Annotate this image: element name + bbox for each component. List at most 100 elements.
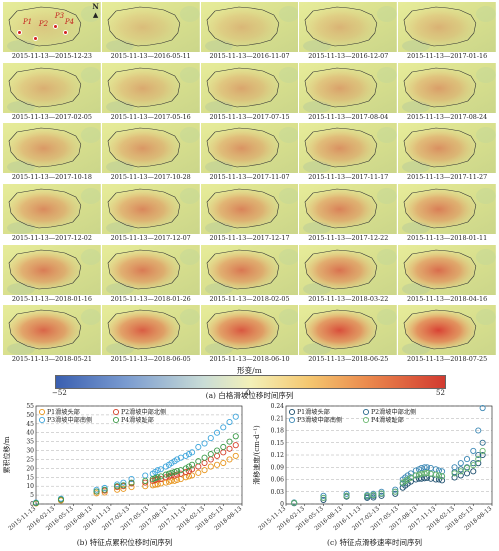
data-point — [457, 460, 464, 467]
data-point — [291, 499, 298, 506]
legend-marker — [38, 408, 46, 416]
map-panel: 2015-11-13—2017-12-17 — [200, 184, 299, 245]
data-point — [435, 476, 442, 483]
data-point — [415, 471, 423, 478]
data-point — [195, 458, 202, 465]
data-point — [168, 459, 175, 467]
map-panel: 2015-11-13—2017-02-05 — [3, 62, 101, 124]
data-point — [174, 456, 181, 463]
data-point — [432, 471, 439, 478]
legend-label: P4滑坡趾部 — [121, 416, 154, 424]
data-point — [128, 476, 135, 483]
map-panel: 2015-11-13—2018-03-22 — [299, 244, 398, 306]
map-panel-date-range: 2015-11-13—2017-02-05 — [11, 112, 92, 121]
map-panel: 2015-11-13—2017-07-15 — [200, 62, 299, 124]
data-point — [101, 484, 108, 492]
y-tick-label: 15 — [26, 474, 34, 481]
map-panel-date-range: 2015-11-13—2017-12-17 — [209, 234, 290, 242]
y-tick-label: 0 — [30, 501, 34, 508]
chart-cumulative-displacement: 05101520253035404550552015-11-132016-02-… — [2, 403, 244, 532]
caption-c: (c) 特征点滑移速率时间序列 — [327, 538, 422, 547]
data-point — [201, 467, 208, 474]
data-point — [120, 479, 127, 486]
data-point — [451, 470, 458, 477]
legend-label: P2滑坡中部北侧 — [371, 408, 416, 416]
data-point — [343, 492, 350, 499]
data-point — [479, 447, 486, 454]
data-point — [232, 452, 239, 459]
y-tick-label: 45 — [26, 421, 34, 428]
feature-point-marker — [32, 35, 38, 41]
map-panel-date-range: 2015-11-13—2017-11-17 — [308, 173, 389, 182]
feature-point-marker — [52, 23, 58, 29]
data-point — [142, 477, 149, 484]
y-tick-label: 0.15 — [271, 440, 285, 447]
data-point — [220, 459, 227, 467]
map-panel-date-range: 2015-11-13—2018-05-21 — [11, 355, 92, 364]
data-point — [432, 466, 439, 473]
data-point — [142, 472, 149, 479]
y-tick-label: 10 — [26, 483, 34, 490]
map-panel-date-range: 2015-11-13—2018-02-05 — [209, 294, 290, 303]
y-tick-label: 0.24 — [271, 403, 285, 410]
data-point — [93, 486, 100, 493]
map-panel: 2015-11-13—2018-01-11 — [398, 184, 496, 245]
map-panel-date-range: 2015-11-13—2018-01-26 — [110, 294, 191, 303]
legend-marker — [288, 408, 296, 416]
data-point — [392, 488, 399, 495]
map-panel-date-range: 2015-11-13—2016-05-11 — [110, 52, 191, 60]
data-point — [93, 488, 100, 495]
displacement-map — [101, 123, 200, 174]
data-point — [226, 418, 233, 426]
displacement-map — [101, 244, 200, 295]
map-panel: 2015-11-13—2017-12-07 — [101, 184, 200, 245]
y-tick-label: 50 — [26, 412, 34, 419]
data-point — [392, 490, 399, 497]
map-panel-date-range: 2015-11-13—2018-07-25 — [407, 355, 488, 364]
data-point — [157, 466, 164, 473]
map-panel-date-range: 2015-11-13—2017-05-16 — [110, 112, 191, 121]
map-panel: 2015-11-13—2017-10-18 — [3, 123, 101, 184]
data-point — [343, 490, 350, 497]
map-panel-date-range: 2015-11-13—2017-07-15 — [209, 112, 290, 121]
data-point — [407, 474, 414, 481]
data-point — [213, 461, 221, 468]
legend-marker — [38, 416, 46, 424]
y-tick-label: 0.21 — [271, 415, 284, 422]
data-point — [418, 470, 425, 477]
colorbar: 形变/m −52 0 52 — [0, 366, 499, 407]
displacement-map-grid: P1 P2 P3 P4 N ▲ 2015-11-13—2015-12-23 2015-11-… — [3, 2, 496, 366]
map-panel: 2015-11-13—2018-06-10 — [200, 305, 299, 366]
data-point — [378, 492, 385, 499]
data-point — [177, 476, 184, 483]
map-panel: 2015-11-13—2017-11-27 — [398, 123, 496, 184]
data-point — [370, 491, 377, 499]
map-panel-date-range: 2015-11-13—2018-01-11 — [407, 234, 488, 242]
colorbar-max-label: 52 — [436, 389, 445, 397]
data-point — [120, 485, 127, 492]
data-point — [177, 467, 184, 474]
map-panel: 2015-11-13—2018-01-16 — [3, 244, 101, 306]
data-point — [120, 482, 127, 489]
displacement-map — [101, 62, 200, 113]
map-panel-date-range: 2015-11-13—2017-10-28 — [110, 173, 191, 182]
data-point — [463, 456, 471, 463]
data-point — [470, 460, 477, 467]
displacement-map — [398, 305, 496, 356]
data-point — [189, 449, 196, 456]
data-point — [392, 486, 399, 493]
map-panel: 2015-11-13—2018-06-25 — [299, 305, 398, 366]
displacement-map — [200, 184, 299, 234]
data-point — [201, 459, 208, 467]
data-point — [364, 492, 371, 499]
data-point — [101, 486, 108, 493]
displacement-map — [299, 184, 398, 234]
displacement-map — [101, 184, 200, 234]
map-panel-date-range: 2015-11-13—2018-04-16 — [407, 294, 488, 303]
data-point — [421, 470, 428, 477]
data-point — [463, 470, 471, 477]
data-point — [207, 451, 214, 458]
data-point — [182, 452, 189, 459]
map-panel: 2015-11-13—2018-01-26 — [101, 244, 200, 306]
data-point — [201, 454, 208, 461]
